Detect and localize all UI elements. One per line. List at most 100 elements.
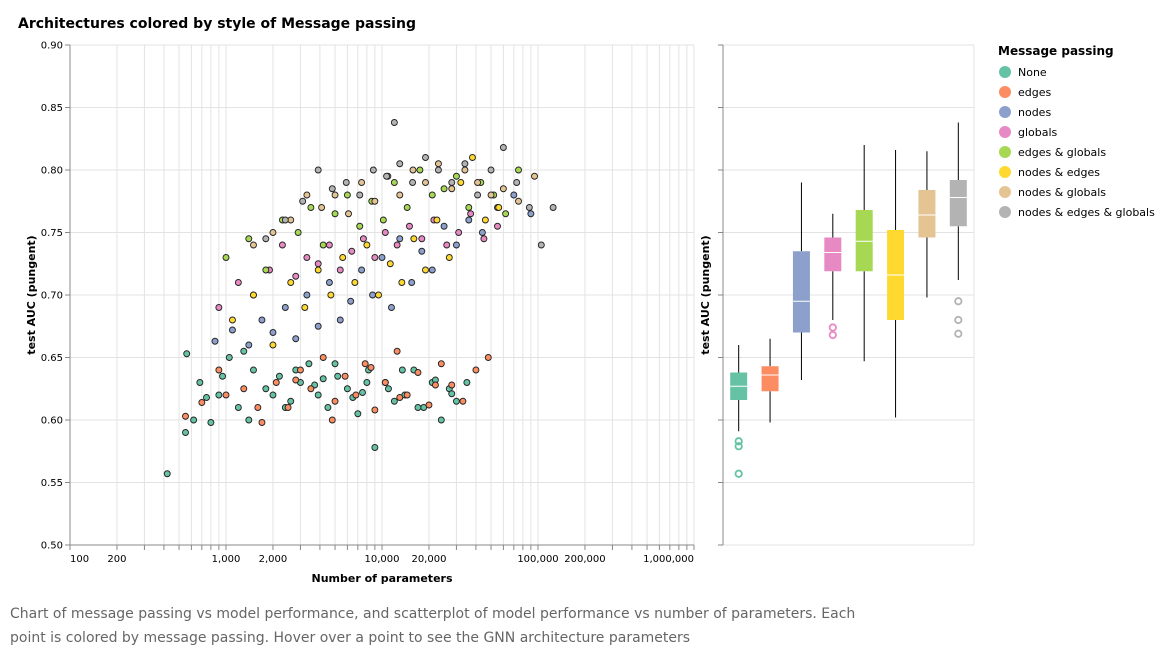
scatter-point	[305, 360, 313, 368]
scatter-point	[390, 397, 398, 405]
scatter-point	[336, 266, 344, 274]
legend-swatch	[999, 186, 1011, 198]
scatter-point	[269, 229, 277, 236]
scatter-point	[481, 216, 489, 224]
scatter-point	[428, 266, 436, 274]
box-iqr	[855, 210, 873, 272]
scatter-point	[281, 304, 289, 311]
scatter-point	[472, 366, 480, 374]
scatter-point	[379, 216, 387, 224]
scatter-point	[245, 341, 253, 349]
scatter-point	[343, 385, 351, 393]
scatter-point	[515, 166, 522, 174]
scatter-point	[299, 197, 307, 205]
scatter-point	[207, 419, 215, 426]
scatter-point	[347, 297, 355, 305]
scatter-point	[294, 229, 302, 236]
y-tick-label: 0.80	[41, 166, 63, 177]
scatter-point	[269, 391, 277, 399]
scatter-point	[434, 160, 442, 168]
scatter-point	[363, 241, 371, 249]
scatter-point	[258, 419, 266, 426]
scatter-point	[190, 416, 198, 424]
scatter-point	[318, 204, 326, 211]
y-tick-label: 0.75	[41, 228, 63, 239]
scatter-point	[390, 119, 398, 126]
scatter-point	[398, 279, 406, 286]
scatter-point	[409, 166, 417, 174]
scatter-point	[356, 191, 364, 199]
scatter-point	[437, 360, 445, 368]
x-tick-label: 10,000	[365, 554, 400, 565]
scatter-point	[403, 391, 411, 399]
scatter-point	[342, 179, 350, 186]
scatter-gridlines	[69, 44, 695, 546]
x-tick-label: 100,000	[517, 554, 558, 565]
scatter-point	[418, 235, 426, 243]
scatter-point	[331, 360, 339, 368]
scatter-point	[510, 191, 518, 199]
scatter-point	[234, 279, 242, 286]
legend-title: Message passing	[998, 44, 1114, 58]
scatter-point	[314, 266, 322, 274]
x-tick-label: 2,000	[259, 554, 288, 565]
box-outlier	[734, 437, 743, 446]
scatter-point	[163, 470, 171, 478]
scatter-point	[331, 397, 339, 405]
scatter-point	[499, 144, 507, 151]
scatter-point	[331, 210, 339, 218]
box-nodes-globals	[918, 151, 936, 298]
scatter-point	[292, 272, 300, 280]
scatter-point	[448, 390, 456, 398]
scatter-point	[234, 404, 242, 411]
box-outlier	[954, 315, 963, 325]
scatter-point	[396, 235, 404, 243]
scatter-point	[390, 179, 398, 186]
scatter-point	[348, 247, 356, 255]
scatter-point	[433, 216, 441, 224]
scatter-point	[422, 266, 429, 274]
scatter-point	[354, 410, 362, 418]
scatter-point	[410, 235, 418, 243]
scatter-point	[314, 391, 322, 399]
scatter-point	[403, 204, 411, 211]
scatter-point	[461, 160, 469, 168]
scatter-point	[396, 394, 404, 401]
scatter-point	[240, 385, 248, 393]
box-none	[730, 345, 748, 478]
scatter-point	[292, 376, 300, 384]
scatter-point	[396, 160, 404, 168]
scatter-point	[203, 394, 210, 401]
scatter-point	[278, 241, 286, 249]
scatter-point	[440, 222, 448, 230]
scatter-point	[525, 204, 533, 211]
scatter-point	[416, 166, 424, 174]
scatter-point	[388, 304, 395, 311]
scatter-point	[356, 222, 364, 230]
scatter-point	[250, 241, 257, 249]
scatter-point	[440, 185, 448, 193]
legend-swatch	[999, 146, 1011, 158]
scatter-point	[527, 210, 535, 218]
scatter-point	[448, 185, 456, 193]
scatter-point	[341, 372, 349, 380]
box-iqr	[949, 180, 967, 227]
legend-swatch	[999, 206, 1011, 218]
legend-label: nodes & globals	[1018, 186, 1106, 199]
x-tick-label: 100	[70, 554, 89, 565]
legend-item: nodes & edges	[999, 166, 1100, 179]
scatter-point	[303, 291, 311, 299]
scatter-point	[393, 241, 401, 249]
legend-label: edges & globals	[1018, 146, 1106, 159]
scatter-point	[222, 254, 230, 261]
scatter-point	[513, 179, 521, 186]
scatter-point	[351, 279, 359, 286]
scatter-point	[314, 260, 322, 268]
scatter-point	[461, 166, 469, 174]
scatter-point	[474, 179, 482, 186]
scatter-point	[452, 241, 460, 249]
box-outlier	[828, 323, 837, 332]
scatter-point	[301, 304, 309, 311]
scatter-point	[369, 291, 377, 299]
scatter-point	[327, 291, 335, 299]
